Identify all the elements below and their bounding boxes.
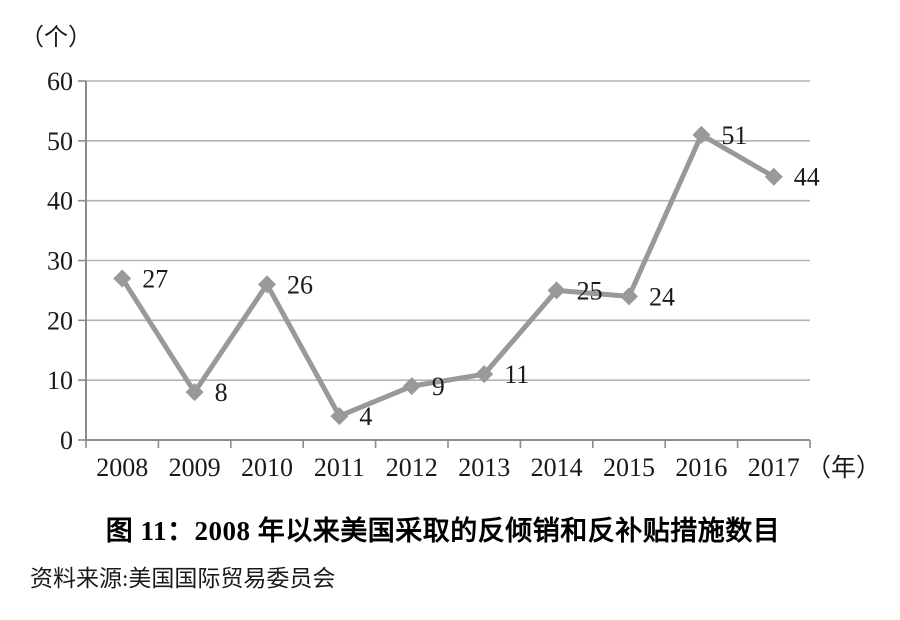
x-tick-labels: 2008 2009 2010 2011 2012 2013 2014 2015 2016 2017	[96, 453, 800, 482]
data-label: 27	[142, 264, 168, 293]
x-tick-label: 2014	[531, 453, 583, 482]
data-label: 11	[504, 360, 529, 389]
data-labels: 27 8 26 4 9 11 25 24 51 44	[142, 121, 820, 431]
data-marker	[692, 125, 711, 144]
data-marker	[547, 281, 566, 300]
data-label: 26	[287, 270, 313, 299]
markers	[113, 125, 783, 426]
data-marker	[764, 167, 783, 186]
data-label: 8	[215, 378, 228, 407]
x-tick-label: 2016	[675, 453, 727, 482]
data-label: 44	[794, 163, 820, 192]
x-tick-label: 2017	[748, 453, 800, 482]
x-tick-label: 2013	[458, 453, 510, 482]
data-marker	[185, 383, 204, 402]
data-marker	[330, 407, 349, 426]
y-axis-unit-label: （个）	[20, 24, 92, 51]
data-marker	[258, 275, 276, 294]
chart-title: 图 11：2008 年以来美国采取的反倾销和反补贴措施数目	[105, 516, 781, 546]
y-tick-label: 50	[47, 127, 73, 156]
x-tick-label: 2008	[96, 453, 148, 482]
x-axis-ticks	[85, 440, 811, 448]
series-line	[119, 132, 777, 419]
y-tick-labels: 0 10 20 30 40 50 60	[47, 67, 73, 455]
data-marker	[113, 269, 132, 288]
y-tick-label: 30	[47, 247, 73, 276]
data-label: 9	[432, 372, 445, 401]
data-marker	[475, 365, 494, 384]
gridlines	[86, 80, 810, 381]
y-tick-label: 10	[47, 366, 73, 395]
data-marker	[620, 287, 638, 306]
x-tick-label: 2012	[386, 453, 438, 482]
x-tick-label: 2009	[169, 453, 221, 482]
y-tick-label: 20	[47, 306, 73, 335]
data-marker	[402, 377, 421, 396]
y-tick-label: 0	[60, 426, 73, 455]
x-tick-label: 2015	[603, 453, 655, 482]
data-label: 4	[359, 402, 372, 431]
x-axis-unit-label: （年）	[806, 454, 881, 482]
data-label: 25	[577, 276, 603, 305]
data-label: 24	[649, 282, 675, 311]
chart-source: 资料来源:美国国际贸易委员会	[30, 566, 336, 591]
line-chart: 0 10 20 30 40 50 60 2008 2009 2010 2011 2012 2013 201…	[20, 24, 881, 482]
x-tick-label: 2010	[241, 453, 293, 482]
y-tick-label: 40	[47, 187, 73, 216]
y-tick-label: 60	[47, 67, 73, 96]
y-axis-ticks	[78, 80, 86, 441]
data-label: 51	[721, 121, 747, 150]
x-tick-label: 2011	[314, 453, 365, 482]
